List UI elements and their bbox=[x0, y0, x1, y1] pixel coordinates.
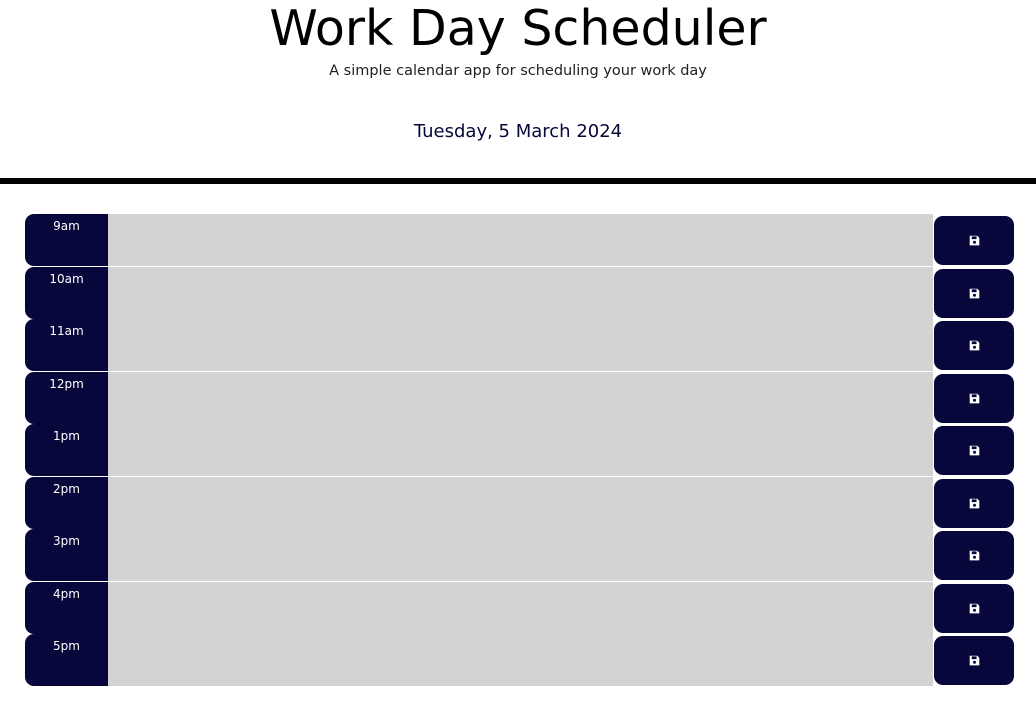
save-button[interactable] bbox=[934, 216, 1014, 265]
save-button[interactable] bbox=[934, 426, 1014, 475]
floppy-disk-icon bbox=[969, 498, 980, 509]
event-description-input[interactable] bbox=[108, 634, 933, 686]
time-block-row: 5pm bbox=[25, 634, 1015, 686]
event-description-input[interactable] bbox=[108, 582, 933, 634]
hour-label: 3pm bbox=[25, 529, 108, 581]
header: Work Day Scheduler A simple calendar app… bbox=[0, 0, 1036, 184]
save-button[interactable] bbox=[934, 584, 1014, 633]
time-block-row: 12pm bbox=[25, 372, 1015, 424]
floppy-disk-icon bbox=[969, 603, 980, 614]
time-block-row: 2pm bbox=[25, 477, 1015, 529]
save-button[interactable] bbox=[934, 269, 1014, 318]
event-description-input[interactable] bbox=[108, 424, 933, 476]
floppy-disk-icon bbox=[969, 393, 980, 404]
event-description-input[interactable] bbox=[108, 267, 933, 319]
hour-label: 11am bbox=[25, 319, 108, 371]
page-subtitle: A simple calendar app for scheduling you… bbox=[329, 63, 707, 79]
save-button[interactable] bbox=[934, 479, 1014, 528]
save-button[interactable] bbox=[934, 531, 1014, 580]
time-block-row: 1pm bbox=[25, 424, 1015, 476]
floppy-disk-icon bbox=[969, 340, 980, 351]
hour-label: 5pm bbox=[25, 634, 108, 686]
header-divider bbox=[0, 178, 1036, 184]
floppy-disk-icon bbox=[969, 288, 980, 299]
event-description-input[interactable] bbox=[108, 319, 933, 371]
hour-label: 9am bbox=[25, 214, 108, 266]
save-button[interactable] bbox=[934, 321, 1014, 370]
time-block-row: 10am bbox=[25, 267, 1015, 319]
current-date: Tuesday, 5 March 2024 bbox=[413, 121, 623, 142]
hour-label: 12pm bbox=[25, 372, 108, 424]
floppy-disk-icon bbox=[969, 235, 980, 246]
event-description-input[interactable] bbox=[108, 529, 933, 581]
hour-label: 1pm bbox=[25, 424, 108, 476]
hour-label: 10am bbox=[25, 267, 108, 319]
time-block-row: 9am bbox=[25, 214, 1015, 266]
time-block-row: 3pm bbox=[25, 529, 1015, 581]
event-description-input[interactable] bbox=[108, 477, 933, 529]
time-block-row: 4pm bbox=[25, 582, 1015, 634]
save-button[interactable] bbox=[934, 636, 1014, 685]
floppy-disk-icon bbox=[969, 445, 980, 456]
save-button[interactable] bbox=[934, 374, 1014, 423]
time-block-row: 11am bbox=[25, 319, 1015, 371]
floppy-disk-icon bbox=[969, 655, 980, 666]
hour-label: 2pm bbox=[25, 477, 108, 529]
page-title: Work Day Scheduler bbox=[269, 0, 767, 57]
hour-label: 4pm bbox=[25, 582, 108, 634]
event-description-input[interactable] bbox=[108, 214, 933, 266]
event-description-input[interactable] bbox=[108, 372, 933, 424]
floppy-disk-icon bbox=[969, 550, 980, 561]
